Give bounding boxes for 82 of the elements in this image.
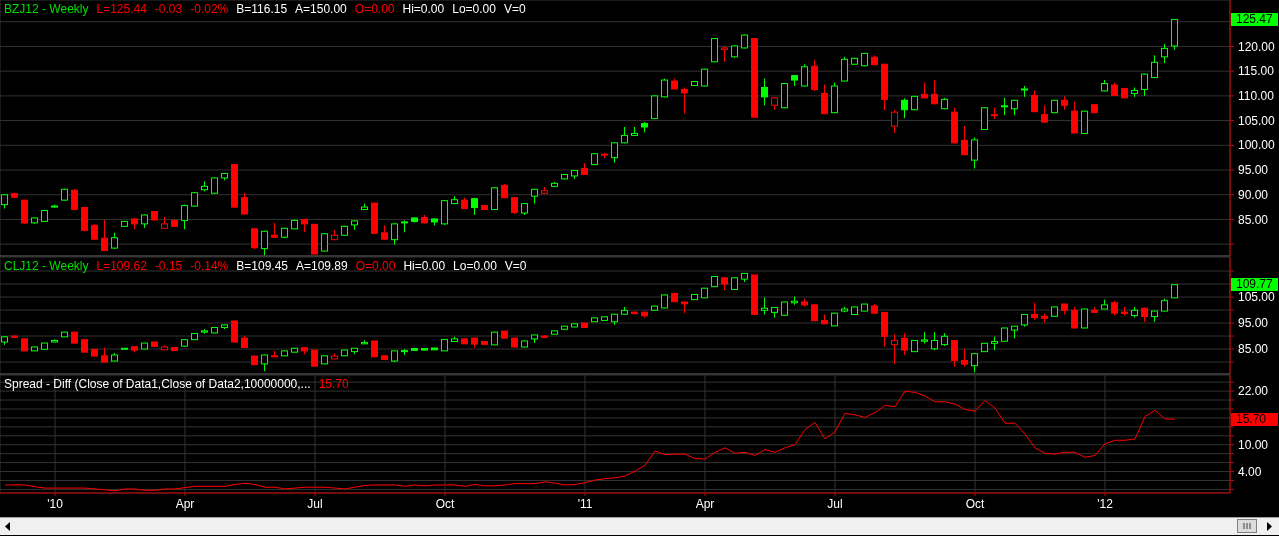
annotation: V=0 [503,2,526,16]
x-tick-label: Jul [827,496,843,511]
annotation: L=109.62 [96,259,147,273]
y-tick-label: 105.00 [1238,113,1276,128]
y-tick-label: 120.00 [1238,39,1276,54]
candlestick [711,37,718,63]
candlestick [1141,73,1148,97]
candlestick [81,206,88,232]
y-tick-label: 95.00 [1238,163,1269,178]
y-tick-label: 100.00 [1238,138,1276,153]
line-series [4,390,1176,492]
candlestick [241,192,248,215]
candlestick [321,232,328,253]
x-tick-label: '10 [47,496,64,511]
annotation: -0.14% [190,259,229,273]
candlestick [1081,308,1088,329]
y-tick-label: 105.00 [1238,290,1276,305]
annotation: 15.70 [318,377,349,391]
annotation: Hi=0.00 [403,259,446,273]
y-tick-label: 90.00 [1238,187,1269,202]
candlestick [681,86,688,115]
candlestick [891,109,898,134]
candlestick [1161,43,1168,64]
candlestick [441,199,448,226]
chart-title: BZJ12 - Weekly [4,2,89,16]
annotation: -0.03 [154,2,183,16]
annotation: B=109.45 [236,259,288,273]
y-tick-label: 4.00 [1238,464,1262,479]
chart-title: CLJ12 - Weekly [4,259,89,273]
candlestick [821,84,828,115]
annotation: Lo=0.00 [453,259,497,273]
candlestick [21,199,28,225]
candlestick [801,63,808,87]
candlestick [931,79,938,105]
candlestick [961,125,968,156]
x-tick-label: '12 [1097,496,1114,511]
annotation: A=109.89 [295,259,348,273]
y-tick-label: 85.00 [1238,342,1269,357]
y-tick-label: 10.00 [1238,437,1269,452]
candlestick [231,320,238,343]
candlestick [951,339,958,368]
candlestick [891,333,898,365]
candlestick [1071,101,1078,134]
x-tick-label: '11 [577,496,593,511]
candlestick [811,59,818,92]
text: 125.47 [1231,11,1278,26]
annotation: O=0.00 [354,2,395,16]
candlestick [391,222,398,246]
annotation: L=125.44 [96,2,147,16]
y-tick-label: 95.00 [1238,316,1269,331]
x-tick-label: Oct [435,496,455,511]
candlestick [611,141,618,164]
annotation: -0.02% [190,2,229,16]
candlestick [901,332,908,356]
text: 109.77 [1231,277,1278,292]
annotation: Hi=0.00 [402,2,445,16]
candlestick [181,204,188,230]
annotation: Lo=0.00 [452,2,496,16]
y-tick-label: 85.00 [1238,212,1269,227]
annotation: -0.15 [154,259,183,273]
x-tick-label: Jul [307,496,323,511]
candlestick [971,136,978,170]
x-tick-label: Apr [695,496,715,511]
annotation: O=0.00 [355,259,396,273]
annotation: B=116.15 [236,2,288,16]
x-tick-label: Apr [175,496,195,511]
candlestick [101,219,108,252]
annotation: V=0 [504,259,527,273]
y-tick-label: 110.00 [1238,89,1275,104]
x-tick-label: Oct [965,496,985,511]
candlestick [881,311,888,348]
y-tick-label: 115.00 [1238,64,1275,79]
candlestick [251,227,258,250]
candlestick [901,97,908,119]
text: 15.70 [1231,411,1278,426]
candlestick [761,78,768,106]
candlestick [841,56,848,83]
candlestick [981,106,988,131]
candlestick [1071,306,1078,329]
y-tick-label: 22.00 [1238,384,1269,399]
chart-title: Spread - Diff (Close of Data1,Close of Data2,10000000,... [4,377,311,391]
annotation: A=150.00 [295,2,347,16]
